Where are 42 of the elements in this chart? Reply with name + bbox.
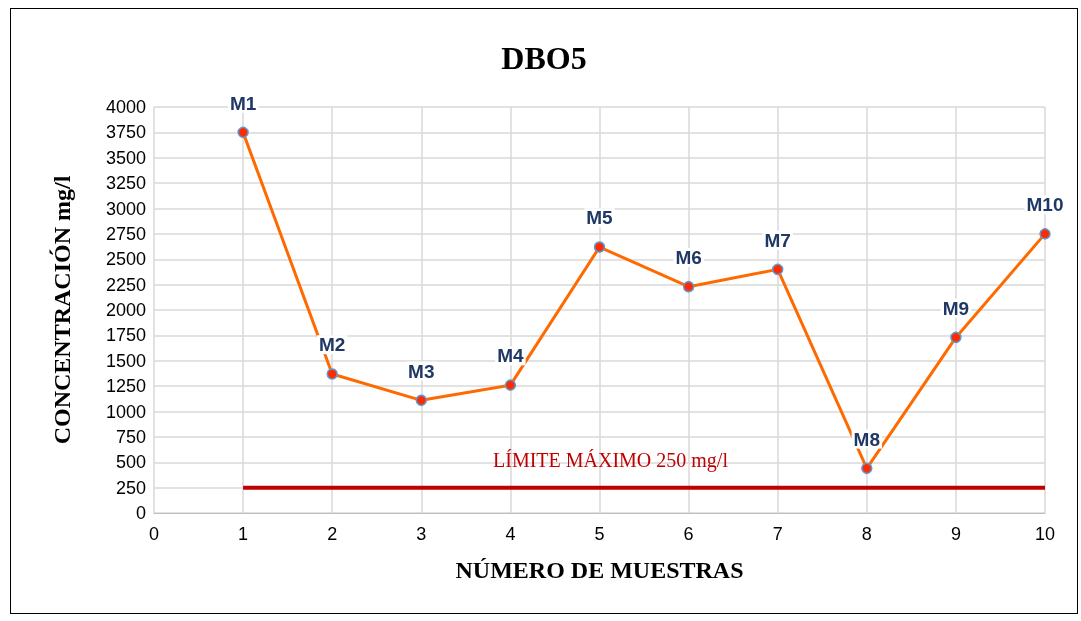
y-tick-label: 1000 [105,401,146,422]
x-tick-label: 3 [416,524,427,544]
y-tick-label: 3000 [105,198,146,219]
y-tick-label: 3750 [105,122,146,143]
x-tick-label: 0 [148,524,160,544]
x-tick-label: 1 [238,524,249,544]
x-axis-title: NÚMERO DE MUESTRAS [455,557,744,583]
data-label: M5 [586,207,614,229]
y-tick-label: 1500 [105,350,146,371]
data-label: M9 [942,297,970,319]
x-tick-label: 2 [327,524,338,544]
x-tick-label: 5 [594,524,605,544]
series-label: LÍMITE MÁXIMO 250 mg/l [493,448,729,472]
y-tick-label: 2000 [105,300,146,320]
data-label: M3 [408,360,435,382]
data-label: M7 [764,229,791,251]
x-tick-label: 10 [1034,524,1056,544]
chart-title: DBO5 [501,40,587,76]
y-tick-label: 750 [115,426,146,447]
data-label: M4 [497,345,525,367]
x-tick-label: 8 [861,524,872,544]
data-label: M8 [853,428,880,450]
y-tick-label: 3250 [105,173,146,194]
y-tick-label: 500 [115,452,146,473]
x-tick-label: 6 [683,524,694,544]
y-tick-label: 0 [135,503,146,523]
x-tick-label: 4 [505,524,516,544]
y-tick-label: 4000 [105,97,146,117]
x-tick-label: 7 [772,524,783,544]
x-tick-label: 9 [950,524,961,544]
y-tick-label: 2750 [105,223,146,244]
y-tick-label: 250 [115,477,146,498]
y-axis-title: CONCENTRACIÓN mg/l [49,175,75,445]
y-tick-label: 2500 [105,249,146,270]
y-tick-label: 1750 [105,325,146,346]
data-label: M6 [675,246,702,268]
y-tick-label: 2250 [105,274,146,295]
data-label: M10 [1026,194,1064,216]
y-tick-label: 1250 [105,376,146,397]
data-label: M1 [229,92,257,114]
data-label: M2 [319,334,346,356]
y-tick-label: 3500 [105,147,146,168]
